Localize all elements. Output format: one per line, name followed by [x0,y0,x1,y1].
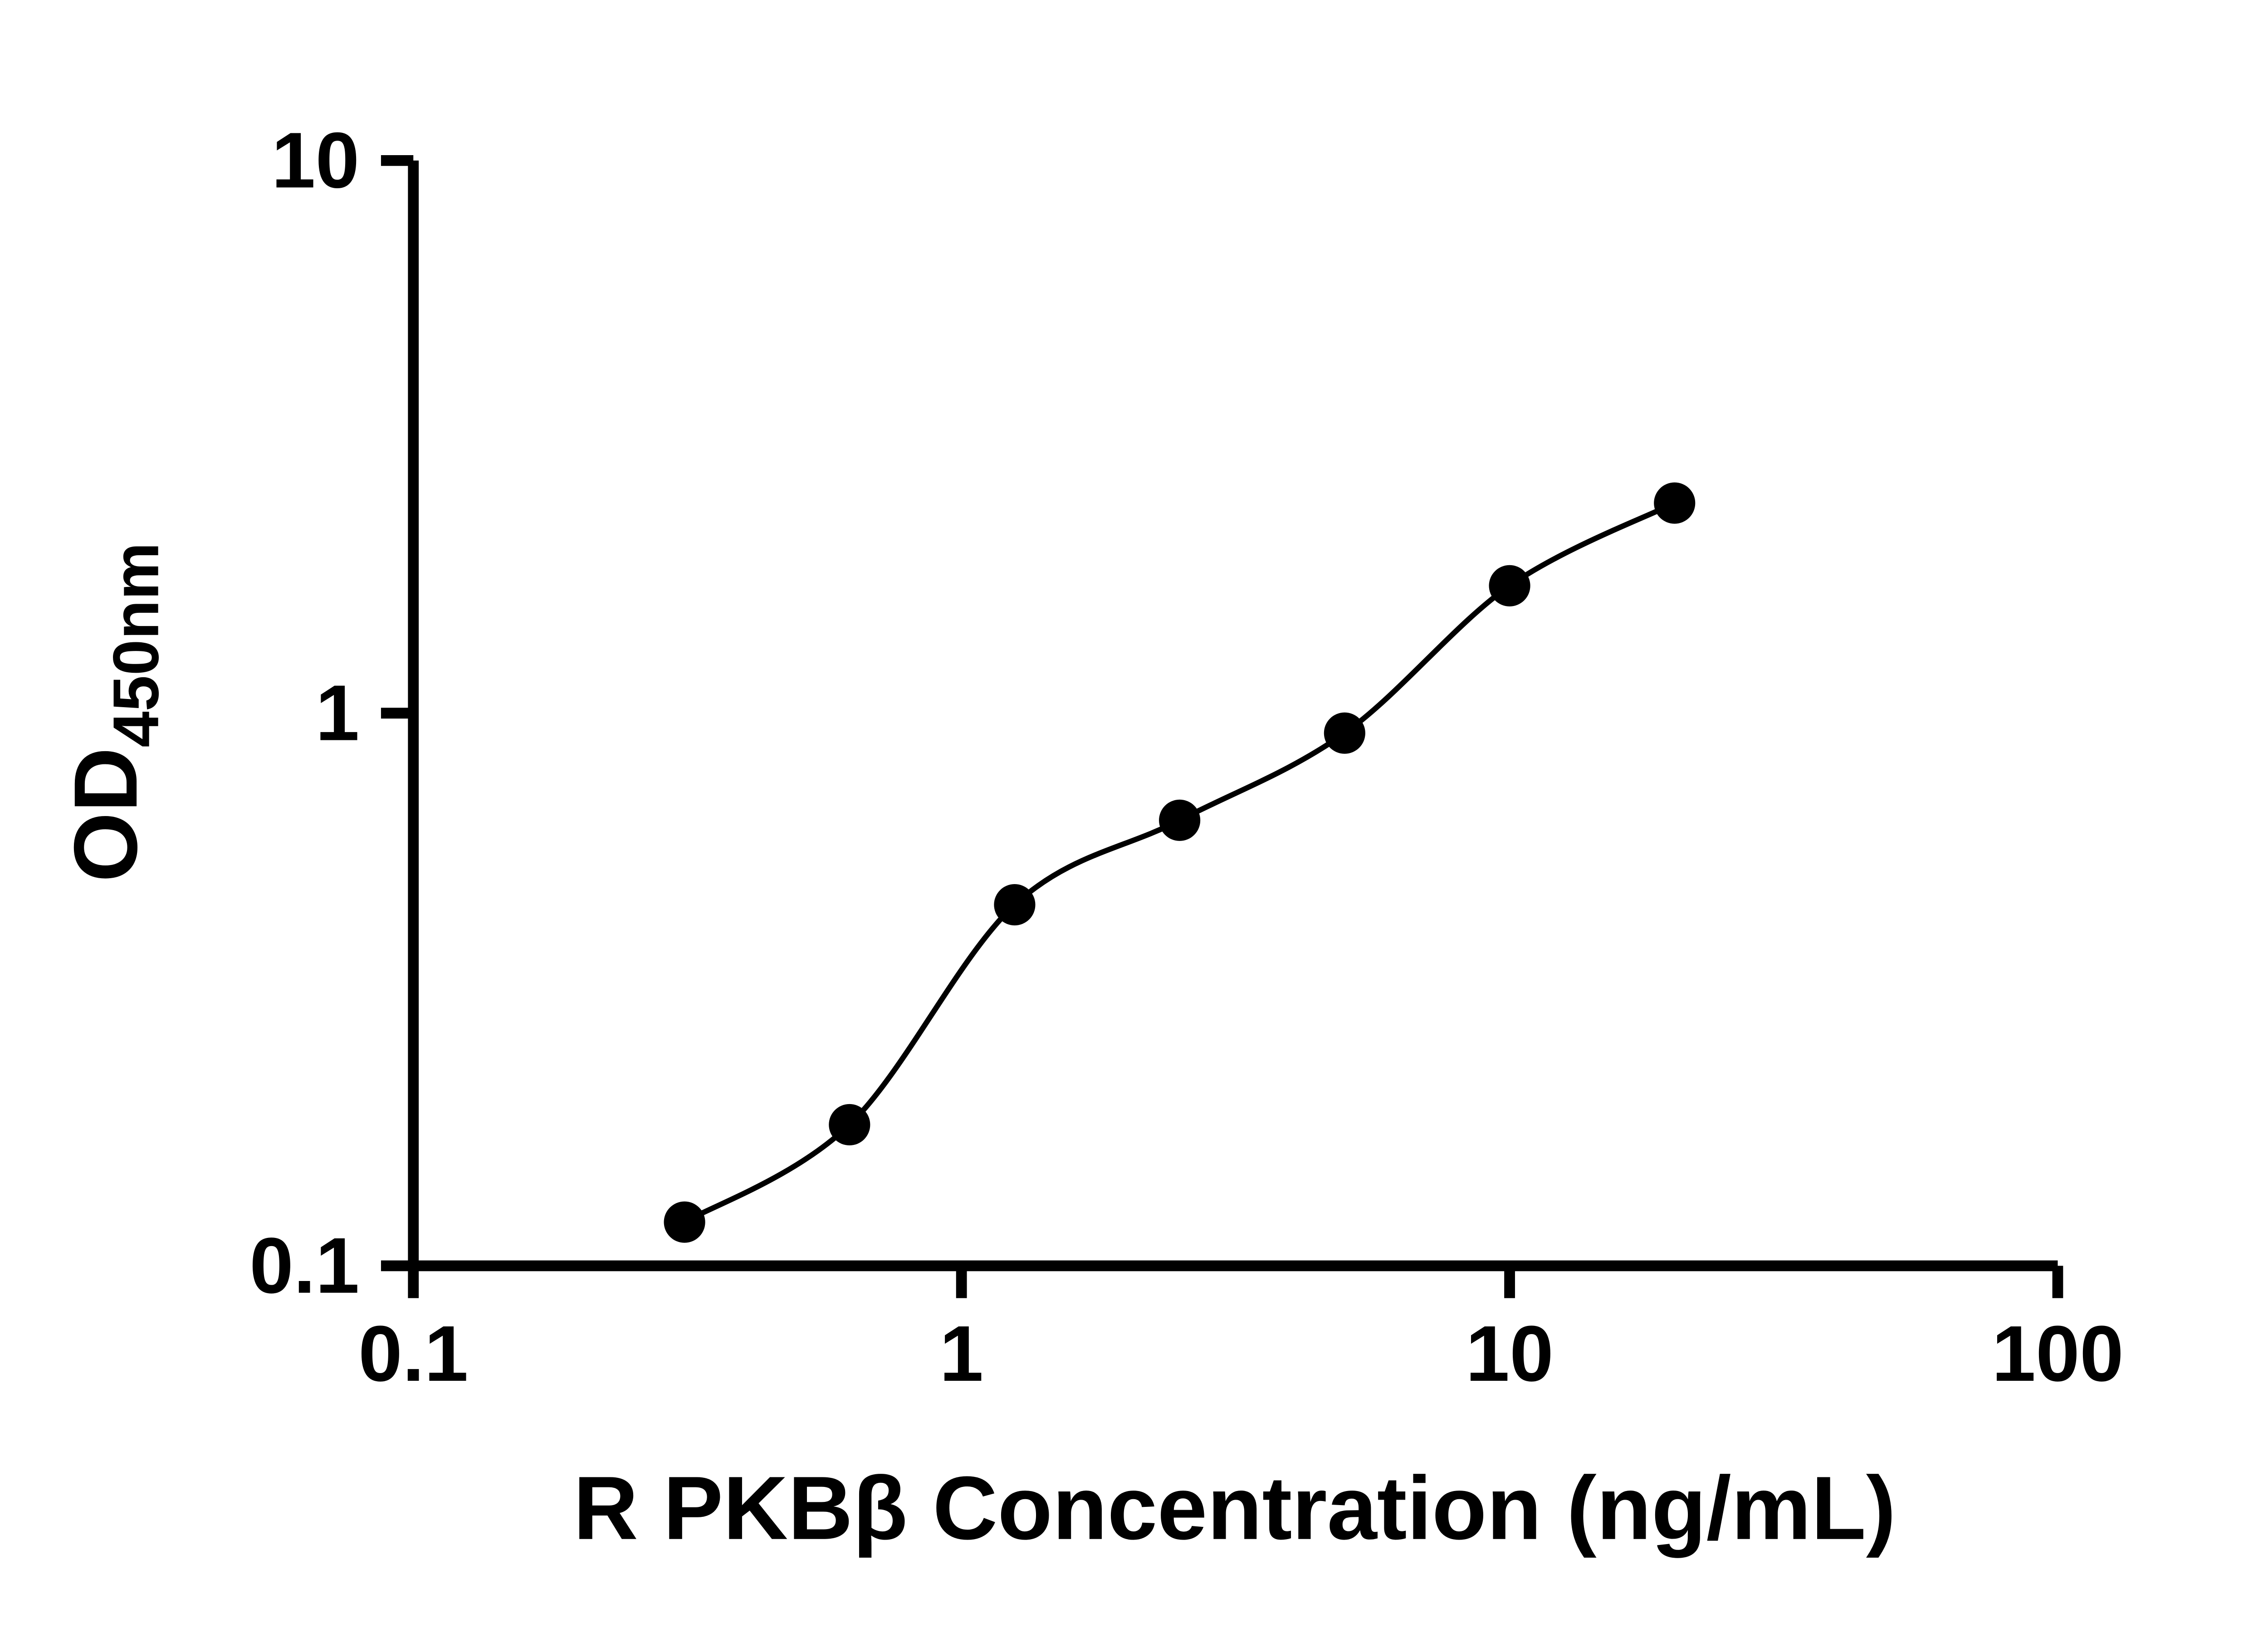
data-point [1159,799,1201,841]
y-tick-label: 10 [272,116,360,204]
x-tick-label: 1 [939,1309,983,1398]
x-axis-title: R PKBβ Concentration (ng/mL) [573,1458,1896,1558]
data-point [829,1104,870,1146]
x-tick-label: 0.1 [358,1309,468,1398]
y-axis-title-main: OD [55,748,156,882]
data-point [1654,482,1696,524]
y-tick-label: 1 [315,669,359,757]
y-axis-title: OD450nm [55,543,172,882]
axis-spines [408,160,2058,1271]
x-tick-label: 100 [1992,1309,2124,1398]
data-point [1489,565,1530,606]
data-point [664,1201,705,1243]
y-tick-label: 0.1 [249,1221,359,1310]
x-tick-label: 10 [1466,1309,1554,1398]
y-axis-title-sub: 450nm [100,543,172,748]
plot-area: 0.1 1 10 100 0.1 1 10 [249,116,2124,1398]
data-point [994,884,1036,926]
data-point [1324,712,1365,754]
